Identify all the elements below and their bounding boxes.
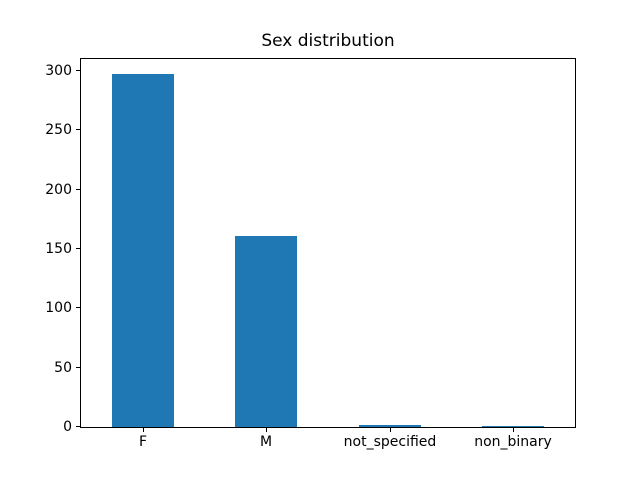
- y-tick-mark-150: [76, 248, 80, 249]
- bar-non_binary: [482, 426, 544, 427]
- y-tick-mark-100: [76, 307, 80, 308]
- y-tick-mark-250: [76, 129, 80, 130]
- plot-area: [80, 58, 576, 428]
- x-tick-label-not_specified: not_specified: [343, 434, 437, 450]
- x-tick-label-M: M: [259, 434, 273, 450]
- bar-not_specified: [359, 425, 421, 427]
- y-tick-label-300: 300: [45, 63, 72, 79]
- x-tick-label-F: F: [138, 434, 148, 450]
- x-tick-mark-M: [266, 428, 267, 432]
- y-tick-label-50: 50: [54, 360, 72, 376]
- x-tick-mark-F: [143, 428, 144, 432]
- chart-title: Sex distribution: [261, 31, 395, 51]
- y-tick-label-0: 0: [63, 419, 72, 435]
- bar-M: [235, 236, 297, 427]
- y-tick-label-150: 150: [45, 241, 72, 257]
- y-tick-mark-200: [76, 189, 80, 190]
- x-tick-label-non_binary: non_binary: [474, 434, 552, 450]
- bar-F: [112, 74, 174, 427]
- y-tick-label-100: 100: [45, 300, 72, 316]
- y-tick-mark-0: [76, 426, 80, 427]
- x-tick-mark-non_binary: [513, 428, 514, 432]
- y-tick-label-250: 250: [45, 122, 72, 138]
- y-tick-label-200: 200: [45, 182, 72, 198]
- y-tick-mark-50: [76, 367, 80, 368]
- y-tick-mark-300: [76, 70, 80, 71]
- x-tick-mark-not_specified: [390, 428, 391, 432]
